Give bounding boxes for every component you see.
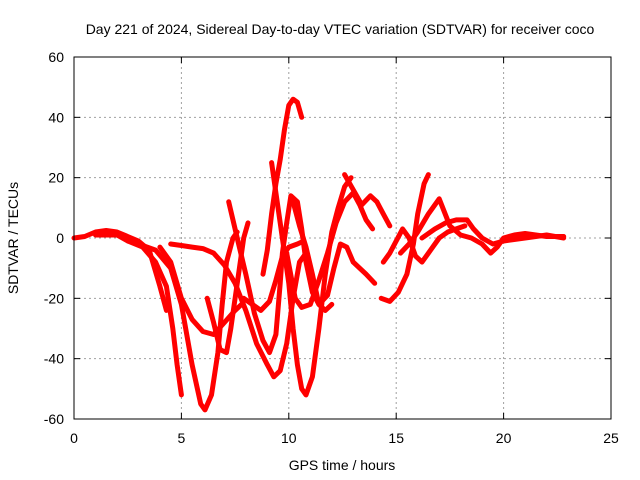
series-group: [71, 96, 567, 413]
x-tick-label: 5: [178, 430, 186, 446]
series-line-s15: [378, 172, 431, 304]
series-line-s17: [419, 217, 567, 247]
series-line-s14: [380, 223, 468, 265]
series-line-s11: [284, 190, 376, 310]
series-line-s12: [290, 199, 378, 307]
series-line-s9: [241, 238, 307, 313]
x-tick-label: 10: [281, 430, 297, 446]
y-tick-label: -20: [44, 290, 64, 306]
series-line-s10: [260, 96, 305, 277]
series-line-s1: [71, 228, 169, 313]
y-axis-label: SDTVAR / TECUs: [5, 182, 21, 294]
plot-frame: [73, 56, 612, 420]
y-tick-label: 40: [48, 109, 64, 125]
y-tick-label: 0: [56, 230, 64, 246]
chart-title: Day 221 of 2024, Sidereal Day-to-day VTE…: [86, 21, 595, 37]
x-tick-label: 0: [70, 430, 78, 446]
y-tick-label: -40: [44, 351, 64, 367]
series-line-s13: [342, 172, 393, 229]
x-tick-label: 25: [603, 430, 619, 446]
x-tick-label: 15: [388, 430, 404, 446]
tick-labels: 0 5 10 15 20 25 -60 -40 -20 0 20 40 60: [44, 49, 619, 446]
series-line-s6: [204, 220, 251, 356]
series-line-s16: [398, 196, 567, 256]
y-tick-label: -60: [44, 411, 64, 427]
y-tick-label: 60: [48, 49, 64, 65]
x-axis-label: GPS time / hours: [289, 457, 396, 473]
series-line-s2: [93, 232, 184, 398]
x-tick-label: 20: [496, 430, 512, 446]
y-tick-label: 20: [48, 170, 64, 186]
